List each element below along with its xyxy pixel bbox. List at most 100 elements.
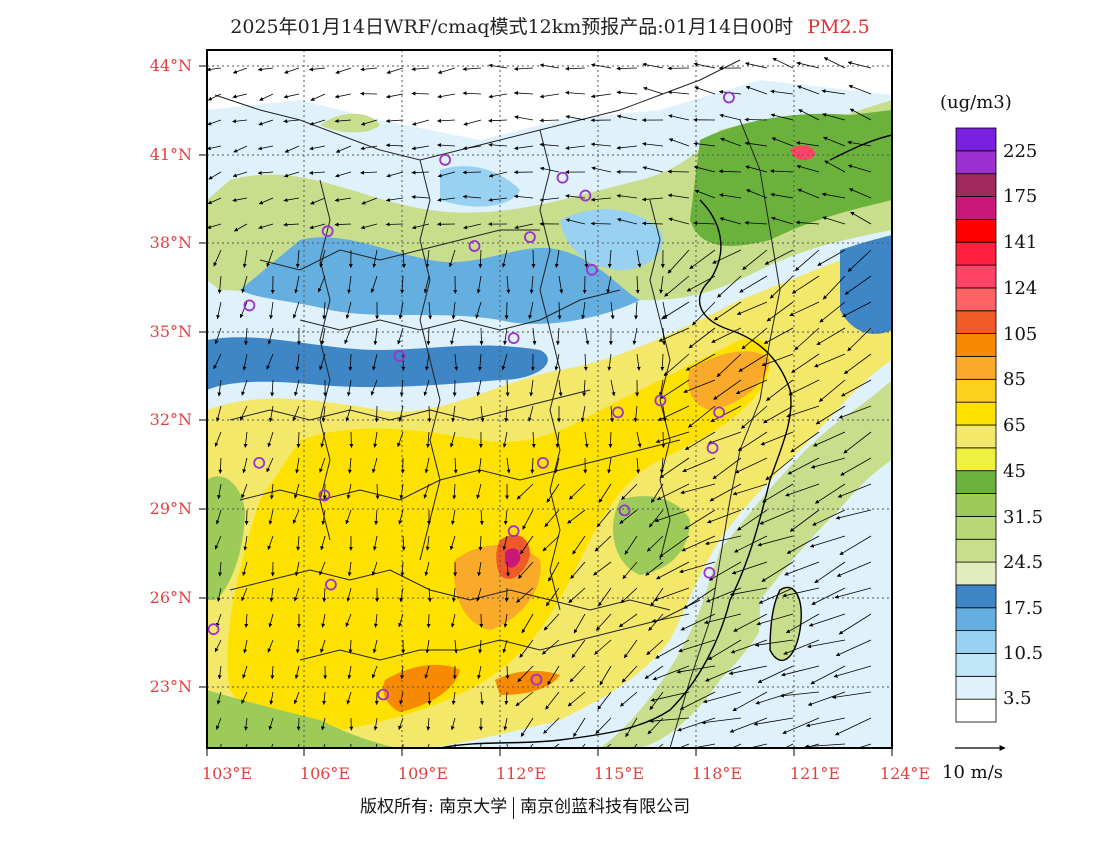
wind-arrow: [269, 587, 274, 603]
wind-arrow: [645, 561, 664, 576]
wind-arrow: [745, 165, 768, 173]
colorbar-swatch: [955, 264, 997, 289]
wind-arrow: [836, 561, 872, 577]
wind-arrow: [462, 91, 482, 96]
wind-arrow: [514, 145, 534, 151]
wind-vectors: [207, 57, 872, 748]
wind-arrow: [733, 613, 768, 632]
wind-arrow: [426, 717, 431, 731]
wind-arrow: [819, 301, 846, 323]
lon-label: 124°E: [879, 764, 931, 783]
wind-arrow: [676, 665, 716, 674]
colorbar-swatch: [955, 515, 997, 540]
wind-arrow: [758, 587, 794, 604]
wind-arrow: [834, 587, 872, 599]
wind-arrow: [636, 249, 642, 268]
station-marker: [243, 299, 256, 312]
wind-arrow: [784, 561, 820, 576]
wind-arrow: [761, 353, 794, 367]
wind-arrow: [488, 93, 508, 99]
wind-arrow: [783, 639, 820, 655]
colorbar-label: 225: [1003, 141, 1038, 162]
wind-arrow: [667, 249, 690, 274]
lat-label: 26°N: [149, 588, 192, 607]
wind-arrow: [232, 93, 248, 99]
wind-arrow: [452, 483, 457, 500]
wind-arrow: [294, 275, 300, 294]
wind-arrow: [547, 665, 560, 686]
footer-divider: [513, 796, 515, 819]
wind-arrow: [837, 483, 872, 498]
wind-arrow: [558, 379, 563, 397]
wind-arrow: [678, 743, 690, 748]
wind-arrow: [791, 353, 820, 374]
wind-arrow: [478, 535, 483, 551]
wind-arrow: [766, 379, 794, 401]
wind-arrow: [427, 405, 432, 423]
wind-arrow: [755, 691, 794, 705]
wind-arrow: [548, 561, 560, 582]
wind-arrow: [636, 353, 641, 371]
colorbar-swatch: [955, 150, 997, 175]
wind-arrow: [769, 275, 794, 299]
wind-arrow: [454, 353, 459, 371]
wind-arrow: [685, 353, 716, 371]
wind-arrow: [347, 457, 352, 474]
wind-arrow: [607, 353, 612, 371]
wind-arrow: [693, 165, 716, 173]
wind-arrow: [747, 743, 768, 748]
colorbar-swatch: [955, 378, 997, 403]
wind-arrow: [590, 142, 612, 147]
wind-arrow: [427, 691, 432, 705]
wind-arrow: [652, 665, 690, 681]
wind-arrow: [796, 61, 820, 69]
wind-arrow: [609, 405, 614, 423]
wind-arrow: [284, 145, 300, 153]
wind-arrow: [720, 137, 742, 147]
wind-arrow: [477, 665, 482, 680]
wind-arrow: [347, 665, 352, 680]
wind-arrow: [258, 119, 274, 126]
wind-arrow: [516, 483, 534, 500]
wind-arrow: [529, 275, 534, 294]
wind-arrow: [411, 145, 430, 151]
wind-arrow: [477, 457, 482, 474]
wind-arrow: [821, 192, 846, 199]
station-marker: [530, 673, 543, 686]
wind-arrow: [480, 405, 485, 423]
wind-arrow: [668, 114, 690, 121]
wind-arrow: [667, 90, 690, 95]
wind-arrow: [567, 509, 586, 524]
wind-arrow: [763, 327, 794, 344]
wind-arrow: [296, 717, 301, 731]
wind-arrow: [437, 171, 456, 178]
wind-arrow: [321, 509, 326, 525]
wind-arrow: [295, 353, 300, 371]
wind-arrow: [565, 90, 586, 95]
wind-arrow: [334, 93, 352, 99]
wind-arrow: [270, 665, 275, 680]
wind-arrow: [824, 160, 846, 173]
wind-arrow: [844, 275, 872, 295]
wind-arrow: [763, 405, 794, 424]
wind-arrow: [505, 561, 510, 577]
wind-arrow: [232, 197, 248, 202]
wind-arrow: [259, 93, 274, 101]
wind-arrow: [624, 535, 638, 555]
wind-arrow: [398, 301, 404, 320]
wind-arrow: [258, 223, 274, 230]
wind-arrow: [621, 665, 638, 683]
wind-arrow: [241, 483, 248, 499]
station-marker: [586, 263, 598, 276]
wind-arrow: [704, 613, 742, 625]
wind-arrow: [374, 509, 379, 526]
wind-arrow: [757, 535, 794, 547]
wind-arrow: [651, 613, 690, 623]
wind-arrow: [694, 189, 716, 199]
map-title: 2025年01月14日WRF/cmaq模式12km预报产品:01月14日00时 P…: [0, 12, 1100, 39]
colorbar-swatch: [955, 333, 997, 357]
wind-arrow: [309, 67, 326, 72]
wind-arrow: [244, 613, 249, 628]
wind-arrow: [488, 171, 508, 178]
